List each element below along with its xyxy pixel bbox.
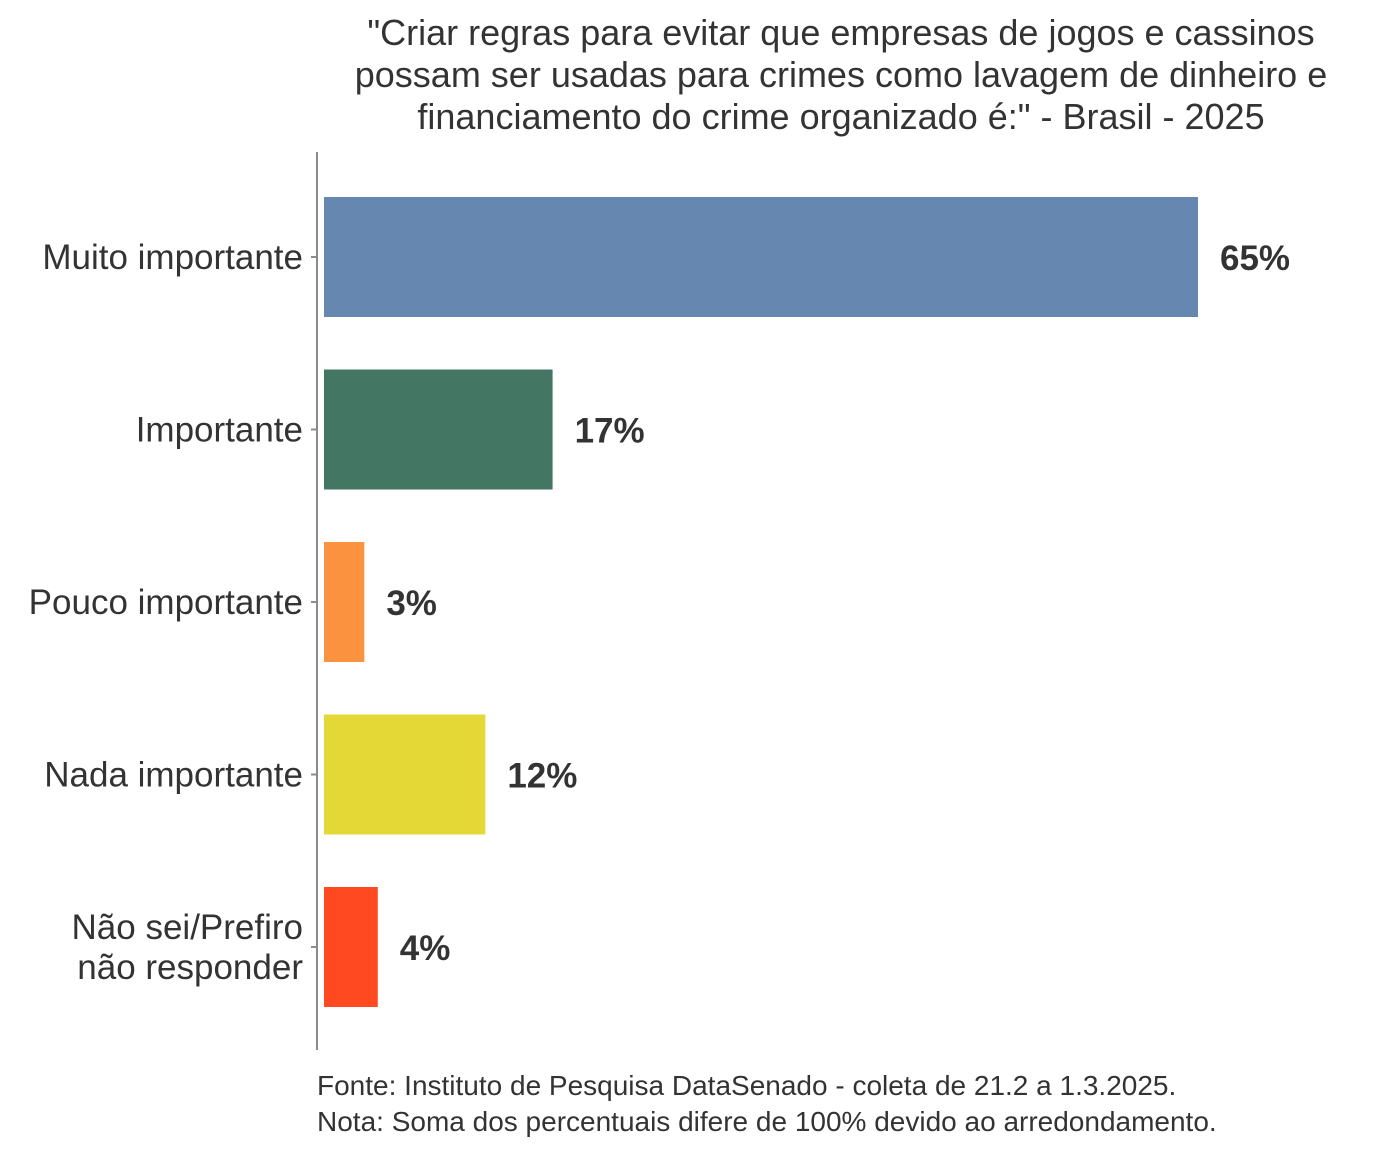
chart-notes: Fonte: Instituto de Pesquisa DataSenado … (317, 1068, 1217, 1140)
chart-title-line-1: "Criar regras para evitar que empresas d… (367, 12, 1315, 53)
category-label-0: Muito importante (42, 238, 303, 277)
bar-1 (324, 369, 553, 490)
category-label-4-0: Não sei/Prefiro (72, 908, 303, 947)
value-label-2: 3% (386, 584, 437, 623)
bar-3 (324, 714, 486, 835)
chart-title-line-2: possam ser usadas para crimes como lavag… (354, 54, 1328, 95)
chart-title-line-3: financiamento do crime organizado é:" - … (417, 96, 1265, 137)
value-label-0: 65% (1220, 239, 1290, 278)
value-label-3: 12% (507, 757, 577, 796)
category-label-1: Importante (136, 411, 303, 450)
source-note: Fonte: Instituto de Pesquisa DataSenado … (317, 1070, 1177, 1101)
value-label-1: 17% (575, 412, 645, 451)
category-label-3: Nada importante (44, 756, 303, 795)
rounding-note: Nota: Soma dos percentuais difere de 100… (317, 1106, 1217, 1137)
chart-title: "Criar regras para evitar que empresas d… (300, 12, 1382, 138)
category-label-2: Pouco importante (29, 583, 303, 622)
category-label-4-1: não responder (77, 948, 303, 987)
value-label-4: 4% (400, 929, 451, 968)
bar-4 (324, 887, 378, 1007)
bar-2 (324, 542, 365, 662)
bar-0 (324, 197, 1198, 317)
